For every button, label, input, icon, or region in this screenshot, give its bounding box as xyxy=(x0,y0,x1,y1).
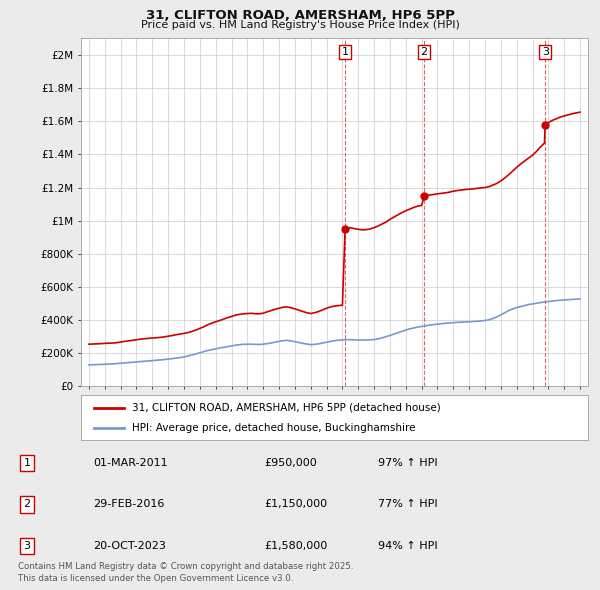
Text: 01-MAR-2011: 01-MAR-2011 xyxy=(93,458,167,468)
Text: 31, CLIFTON ROAD, AMERSHAM, HP6 5PP: 31, CLIFTON ROAD, AMERSHAM, HP6 5PP xyxy=(146,9,454,22)
Text: 2: 2 xyxy=(23,500,31,509)
Text: 94% ↑ HPI: 94% ↑ HPI xyxy=(378,541,437,550)
Text: 3: 3 xyxy=(23,541,31,550)
Text: £950,000: £950,000 xyxy=(264,458,317,468)
Text: Price paid vs. HM Land Registry's House Price Index (HPI): Price paid vs. HM Land Registry's House … xyxy=(140,20,460,30)
Text: 97% ↑ HPI: 97% ↑ HPI xyxy=(378,458,437,468)
Text: 2: 2 xyxy=(421,47,428,57)
Text: 3: 3 xyxy=(542,47,549,57)
Text: 31, CLIFTON ROAD, AMERSHAM, HP6 5PP (detached house): 31, CLIFTON ROAD, AMERSHAM, HP6 5PP (det… xyxy=(132,403,440,412)
Text: 20-OCT-2023: 20-OCT-2023 xyxy=(93,541,166,550)
Text: 29-FEB-2016: 29-FEB-2016 xyxy=(93,500,164,509)
Text: 1: 1 xyxy=(23,458,31,468)
Text: 77% ↑ HPI: 77% ↑ HPI xyxy=(378,500,437,509)
Text: HPI: Average price, detached house, Buckinghamshire: HPI: Average price, detached house, Buck… xyxy=(132,424,415,434)
Text: 1: 1 xyxy=(341,47,349,57)
Text: £1,150,000: £1,150,000 xyxy=(264,500,327,509)
Text: £1,580,000: £1,580,000 xyxy=(264,541,327,550)
Text: Contains HM Land Registry data © Crown copyright and database right 2025.: Contains HM Land Registry data © Crown c… xyxy=(18,562,353,571)
Text: This data is licensed under the Open Government Licence v3.0.: This data is licensed under the Open Gov… xyxy=(18,574,293,583)
